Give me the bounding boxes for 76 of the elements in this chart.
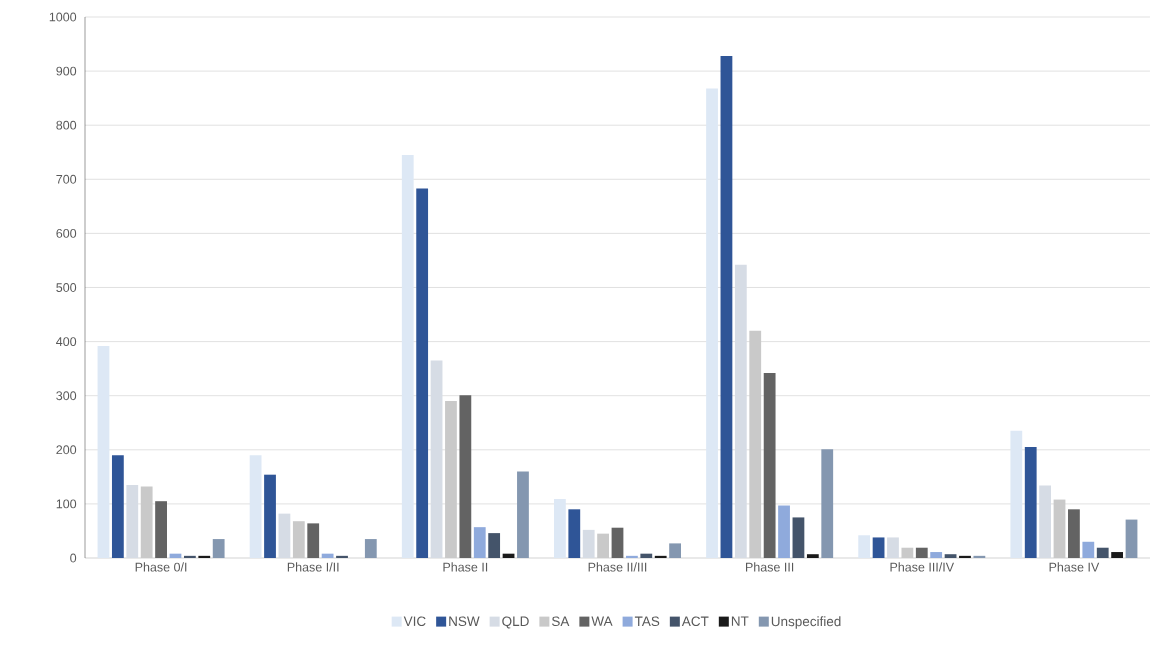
- bar: [1010, 430, 1023, 558]
- bar: [611, 527, 624, 558]
- x-tick-label: Phase II/III: [588, 562, 647, 572]
- bar: [401, 154, 414, 558]
- legend-label: ACT: [681, 616, 709, 627]
- bar: [654, 555, 667, 558]
- y-tick-label: 300: [56, 391, 77, 401]
- bar: [582, 529, 595, 558]
- bar: [858, 535, 871, 558]
- bar: [212, 539, 225, 558]
- legend-label: WA: [591, 616, 613, 626]
- bar: [416, 188, 429, 558]
- bar: [792, 517, 805, 558]
- bar: [1111, 552, 1124, 558]
- x-tick-label: Phase IV: [1049, 562, 1100, 572]
- y-tick-label: 800: [56, 120, 77, 130]
- bar: [720, 55, 733, 558]
- bar: [321, 553, 334, 558]
- x-tick-label: Phase 0/I: [135, 562, 187, 572]
- legend-label: NSW: [449, 616, 480, 627]
- bar: [806, 554, 819, 558]
- y-tick-label: 200: [56, 445, 77, 455]
- bar: [488, 533, 501, 558]
- bar: [183, 555, 196, 558]
- y-tick-label: 600: [56, 228, 77, 238]
- y-tick-label: 400: [56, 337, 77, 347]
- legend-label: QLD: [502, 616, 529, 629]
- bar: [364, 539, 377, 558]
- bar: [626, 555, 638, 558]
- bar: [640, 553, 653, 558]
- bar: [198, 555, 211, 558]
- y-tick-label: 1000: [49, 12, 77, 22]
- bar: [155, 501, 167, 558]
- bar: [973, 555, 986, 558]
- x-tick-label: Phase III/IV: [890, 562, 955, 572]
- y-tick-label: 500: [56, 283, 77, 292]
- bar: [763, 372, 776, 558]
- legend-label: SA: [551, 616, 570, 627]
- bar: [307, 523, 320, 558]
- bar: [915, 547, 928, 558]
- bar: [1024, 447, 1037, 558]
- bar: [778, 505, 790, 558]
- bar: [1082, 541, 1095, 558]
- bar: [872, 537, 885, 558]
- bar: [336, 555, 348, 558]
- bar: [278, 513, 291, 558]
- bar: [459, 395, 472, 558]
- bar: [959, 555, 971, 558]
- x-tick-label: Phase III: [746, 562, 794, 572]
- legend-label: NT: [731, 616, 749, 626]
- bar: [111, 455, 124, 558]
- y-tick-label: 100: [56, 499, 77, 509]
- bar: [887, 537, 899, 558]
- y-tick-label: 900: [56, 66, 77, 76]
- legend-label: Unspecified: [771, 616, 841, 629]
- bar: [1068, 509, 1080, 558]
- bar: [1125, 519, 1138, 558]
- bar: [568, 509, 581, 558]
- legend-label: TAS: [634, 616, 660, 627]
- bar: [554, 499, 566, 558]
- bar: [249, 455, 262, 558]
- bar: [97, 345, 110, 558]
- bar: [930, 552, 943, 558]
- x-tick-label: Phase II: [443, 562, 488, 572]
- bar: [944, 554, 957, 558]
- y-tick-label: 700: [56, 174, 77, 184]
- y-tick-label: 0: [70, 553, 77, 563]
- x-tick-label: Phase I/II: [287, 562, 339, 572]
- legend-label: VIC: [403, 616, 426, 627]
- bar: [821, 449, 834, 558]
- bar: [669, 543, 681, 558]
- bar: [264, 474, 276, 558]
- bar: [1096, 547, 1109, 558]
- bar: [517, 471, 529, 558]
- bar: [473, 527, 486, 558]
- bar: [706, 88, 718, 558]
